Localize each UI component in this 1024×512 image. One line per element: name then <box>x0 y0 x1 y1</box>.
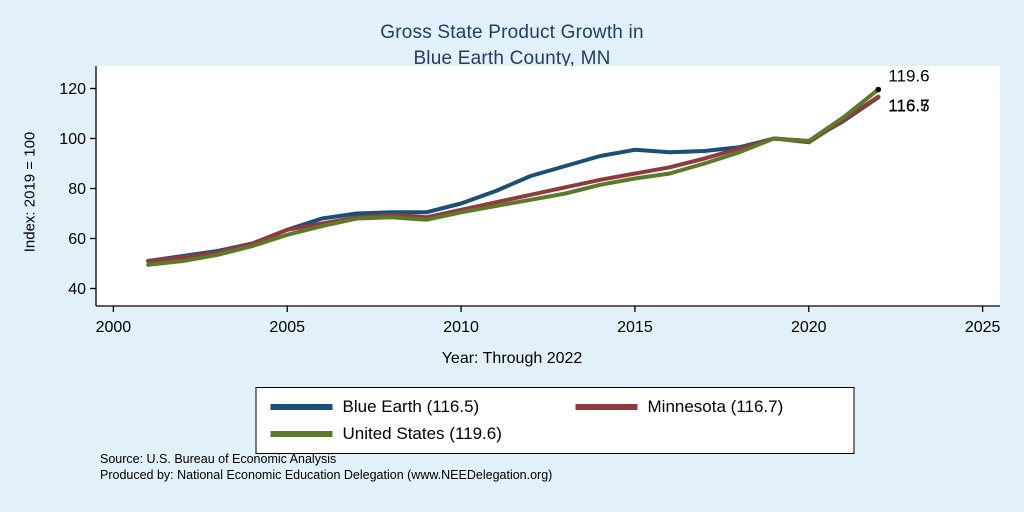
x-tick-label: 2000 <box>96 319 132 336</box>
y-tick-label: 40 <box>68 281 86 298</box>
legend: Blue Earth (116.5) Minnesota (116.7) Uni… <box>255 387 855 454</box>
y-axis-label: Index: 2019 = 100 <box>21 131 39 253</box>
legend-item-minnesota: Minnesota (116.7) <box>575 397 836 417</box>
plot-area: 40 60 80 100 120 2000 2005 2010 2015 2020 2025 119.… <box>59 66 1001 336</box>
legend-label-minnesota: Minnesota (116.7) <box>647 397 784 416</box>
y-tick-label: 100 <box>59 131 86 148</box>
legend-label-blue-earth: Blue Earth (116.5) <box>342 397 480 416</box>
chart-title: Gross State Product Growth in Blue Earth… <box>0 20 1024 71</box>
y-tick-label: 80 <box>68 181 86 198</box>
x-tick-label: 2020 <box>791 319 827 336</box>
end-label-minnesota: 116.7 <box>888 96 929 115</box>
series-line-united-states <box>146 87 881 267</box>
minnesota-line-swatch <box>575 404 638 410</box>
end-label-united-states: 119.6 <box>888 67 929 86</box>
source-line: Source: U.S. Bureau of Economic Analysis <box>100 452 337 466</box>
legend-item-blue-earth: Blue Earth (116.5) <box>270 397 576 417</box>
x-tick-label: 2015 <box>617 319 653 336</box>
x-tick-label: 2025 <box>965 319 1001 336</box>
x-axis-title: Year: Through 2022 <box>441 350 583 367</box>
produced-by-line: Produced by: National Economic Education… <box>100 467 553 482</box>
legend-label-united-states: United States (119.6) <box>342 424 502 443</box>
chart-title-line2: Blue Earth County, MN <box>413 47 611 69</box>
end-point-marker <box>875 86 882 93</box>
source-notes: Source: U.S. Bureau of Economic Analysis… <box>100 452 552 483</box>
x-tick-label: 2005 <box>269 319 305 336</box>
y-tick-label: 120 <box>59 81 86 98</box>
legend-item-united-states: United States (119.6) <box>270 424 576 444</box>
blue-earth-line-swatch <box>270 404 333 410</box>
chart-title-line1: Gross State Product Growth in <box>380 22 644 43</box>
end-label-blue-earth: 116.5 <box>888 96 929 115</box>
x-tick-label: 2010 <box>443 319 479 336</box>
united-states-line-swatch <box>270 431 333 437</box>
y-tick-label: 60 <box>68 231 86 248</box>
plot-background <box>96 66 1000 306</box>
